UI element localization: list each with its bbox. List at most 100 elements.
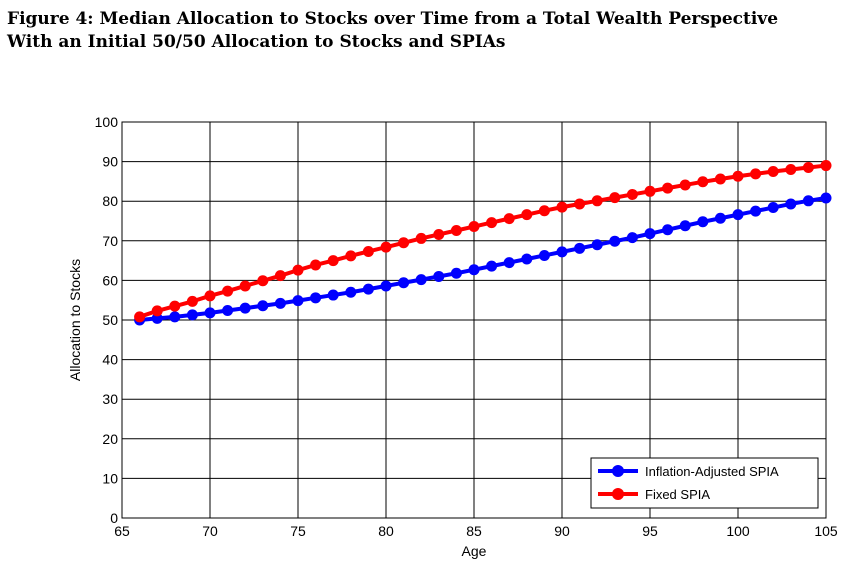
data-point [274, 270, 286, 282]
data-point [662, 182, 674, 194]
legend-marker-2 [612, 488, 624, 500]
data-point [274, 297, 286, 309]
y-tick-label: 100 [95, 114, 119, 130]
legend: Inflation-Adjusted SPIA Fixed SPIA [590, 457, 819, 509]
data-point [609, 235, 621, 247]
data-point [732, 209, 744, 221]
chart-subtitle: With an Initial 50/50 Allocation to Stoc… [7, 32, 506, 52]
data-point [345, 286, 357, 298]
data-point [380, 241, 392, 253]
y-tick-labels: 0 10 20 30 40 50 60 70 80 90 100 [95, 114, 119, 526]
data-point [468, 221, 480, 233]
x-tick-label: 80 [378, 523, 394, 539]
x-axis-label: Age [462, 543, 487, 559]
data-point [327, 289, 339, 301]
series-line-1 [139, 196, 827, 322]
data-point [433, 228, 445, 240]
data-point [257, 275, 269, 287]
data-point [362, 283, 374, 295]
chart-title: Figure 4: Median Allocation to Stocks ov… [7, 9, 779, 29]
data-point [310, 292, 322, 304]
data-point [134, 311, 146, 323]
legend-label-2: Fixed SPIA [645, 487, 710, 502]
data-point [415, 232, 427, 244]
x-tick-label: 95 [642, 523, 658, 539]
legend-box [590, 457, 819, 509]
data-point [697, 216, 709, 228]
data-point [486, 260, 498, 272]
data-point [802, 162, 814, 174]
data-point [785, 198, 797, 210]
data-point [503, 213, 515, 225]
y-tick-label: 90 [102, 154, 118, 170]
data-point [732, 170, 744, 182]
x-tick-label: 75 [290, 523, 306, 539]
data-point [310, 259, 322, 271]
series-group [134, 160, 832, 326]
x-tick-label: 105 [814, 523, 838, 539]
x-tick-label: 65 [114, 523, 130, 539]
x-tick-label: 85 [466, 523, 482, 539]
data-point [398, 237, 410, 249]
data-point [820, 160, 832, 172]
data-point [345, 250, 357, 262]
data-point [785, 164, 797, 176]
data-point [679, 179, 691, 191]
data-point [151, 312, 163, 324]
data-point [327, 255, 339, 267]
series-line-2 [138, 163, 827, 319]
data-point [626, 188, 638, 200]
data-point [239, 302, 251, 314]
data-point [767, 166, 779, 177]
data-point [450, 267, 462, 279]
data-point [556, 201, 568, 213]
data-point [644, 228, 656, 240]
data-point [151, 305, 163, 317]
data-point [609, 192, 621, 204]
legend-label-1: Inflation-Adjusted SPIA [645, 464, 779, 479]
data-point [186, 295, 198, 307]
data-point [767, 202, 779, 214]
data-point [714, 212, 726, 224]
y-tick-label: 80 [102, 193, 118, 209]
data-point [802, 195, 814, 207]
legend-marker-1 [612, 465, 624, 477]
data-point [556, 246, 568, 258]
data-point [538, 249, 550, 261]
x-tick-label: 70 [202, 523, 218, 539]
x-tick-label: 100 [726, 523, 750, 539]
data-point [380, 280, 392, 292]
data-point [433, 270, 445, 282]
data-point [750, 168, 762, 180]
data-point [450, 225, 462, 237]
data-point [186, 309, 198, 321]
data-point [169, 311, 181, 323]
data-point [415, 274, 427, 286]
grid-lines [122, 122, 826, 518]
data-point [204, 307, 216, 319]
data-point [538, 205, 550, 217]
data-point [644, 185, 656, 197]
data-point [591, 239, 603, 251]
y-tick-label: 30 [102, 391, 118, 407]
y-axis-label: Allocation to Stocks [67, 259, 83, 381]
data-point [204, 290, 216, 302]
data-point [697, 176, 709, 188]
plot-frame [121, 121, 827, 519]
data-point [714, 173, 726, 185]
data-point [222, 304, 234, 316]
y-tick-label: 0 [110, 510, 118, 526]
y-tick-label: 10 [102, 470, 118, 486]
x-tick-labels: 65 70 75 80 85 90 95 100 105 [114, 523, 838, 539]
data-point [169, 300, 181, 312]
data-point [750, 205, 762, 217]
data-point [521, 253, 533, 265]
data-point [574, 198, 586, 210]
data-point [503, 257, 515, 269]
y-tick-label: 50 [102, 312, 118, 328]
data-point [239, 280, 251, 292]
y-tick-label: 60 [102, 272, 118, 288]
data-point [292, 295, 304, 307]
data-point [362, 245, 374, 257]
